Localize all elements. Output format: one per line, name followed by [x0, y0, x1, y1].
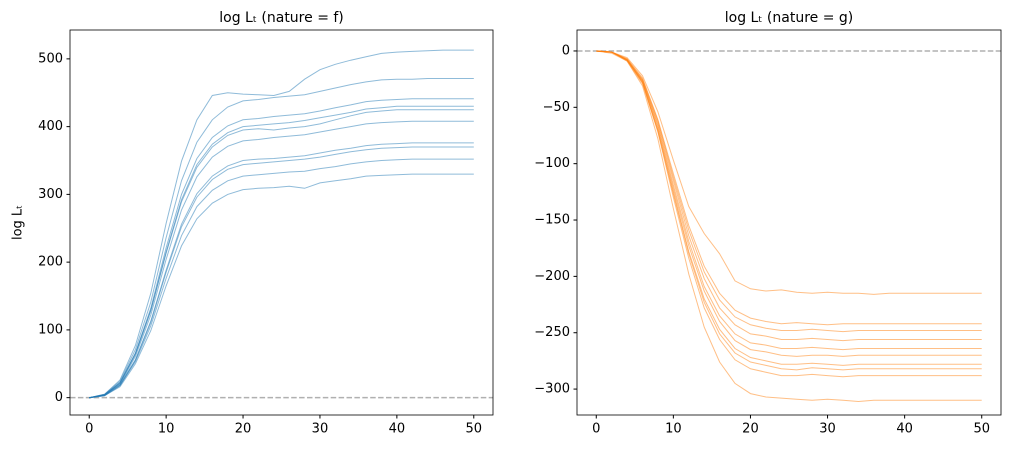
- x-tick-label: 20: [742, 422, 759, 437]
- y-tick-label: −100: [534, 156, 570, 171]
- series-line: [596, 50, 982, 326]
- series-line: [89, 105, 474, 399]
- series-line: [89, 98, 474, 399]
- series-line: [596, 50, 982, 333]
- series-line: [89, 142, 474, 399]
- x-tick-label: 10: [665, 422, 682, 437]
- y-tick-label: −50: [543, 100, 570, 115]
- y-tick-label: 0: [55, 390, 63, 405]
- axes-frame: [69, 29, 494, 416]
- x-tick-label: 10: [158, 422, 175, 437]
- axes-frame: [576, 29, 1002, 416]
- y-axis-label: log Lₜ: [11, 205, 26, 240]
- x-tick-label: 0: [85, 422, 93, 437]
- series-line: [596, 50, 982, 371]
- x-tick-label: 40: [389, 422, 406, 437]
- series-line: [89, 49, 474, 399]
- series-line: [89, 109, 474, 399]
- y-tick-label: −250: [534, 325, 570, 340]
- series-line: [596, 50, 982, 295]
- y-tick-label: 300: [38, 187, 63, 202]
- series-line: [596, 50, 982, 357]
- y-tick-label: 400: [38, 119, 63, 134]
- y-tick-label: 100: [38, 322, 63, 337]
- series-line: [596, 50, 982, 342]
- chart-title: log Lₜ (nature = f): [219, 10, 344, 26]
- series-line: [89, 173, 474, 399]
- x-tick-label: 40: [896, 422, 913, 437]
- y-tick-label: 500: [38, 51, 63, 66]
- series-line: [89, 158, 474, 399]
- x-tick-label: 50: [465, 422, 482, 437]
- series-line: [596, 50, 982, 366]
- y-tick-label: −200: [534, 269, 570, 284]
- series-line: [596, 50, 982, 378]
- x-tick-label: 30: [312, 422, 329, 437]
- series-line: [89, 120, 474, 399]
- y-tick-label: 200: [38, 255, 63, 270]
- series-line: [89, 78, 474, 399]
- x-tick-label: 0: [592, 422, 600, 437]
- y-tick-label: 0: [562, 43, 570, 58]
- x-tick-label: 30: [819, 422, 836, 437]
- series-line: [596, 50, 982, 403]
- chart-title: log Lₜ (nature = g): [725, 10, 854, 26]
- y-tick-label: −150: [534, 213, 570, 228]
- series-line: [596, 50, 982, 351]
- x-tick-label: 50: [973, 422, 990, 437]
- x-tick-label: 20: [235, 422, 252, 437]
- y-tick-label: −300: [534, 382, 570, 397]
- series-line: [89, 146, 474, 399]
